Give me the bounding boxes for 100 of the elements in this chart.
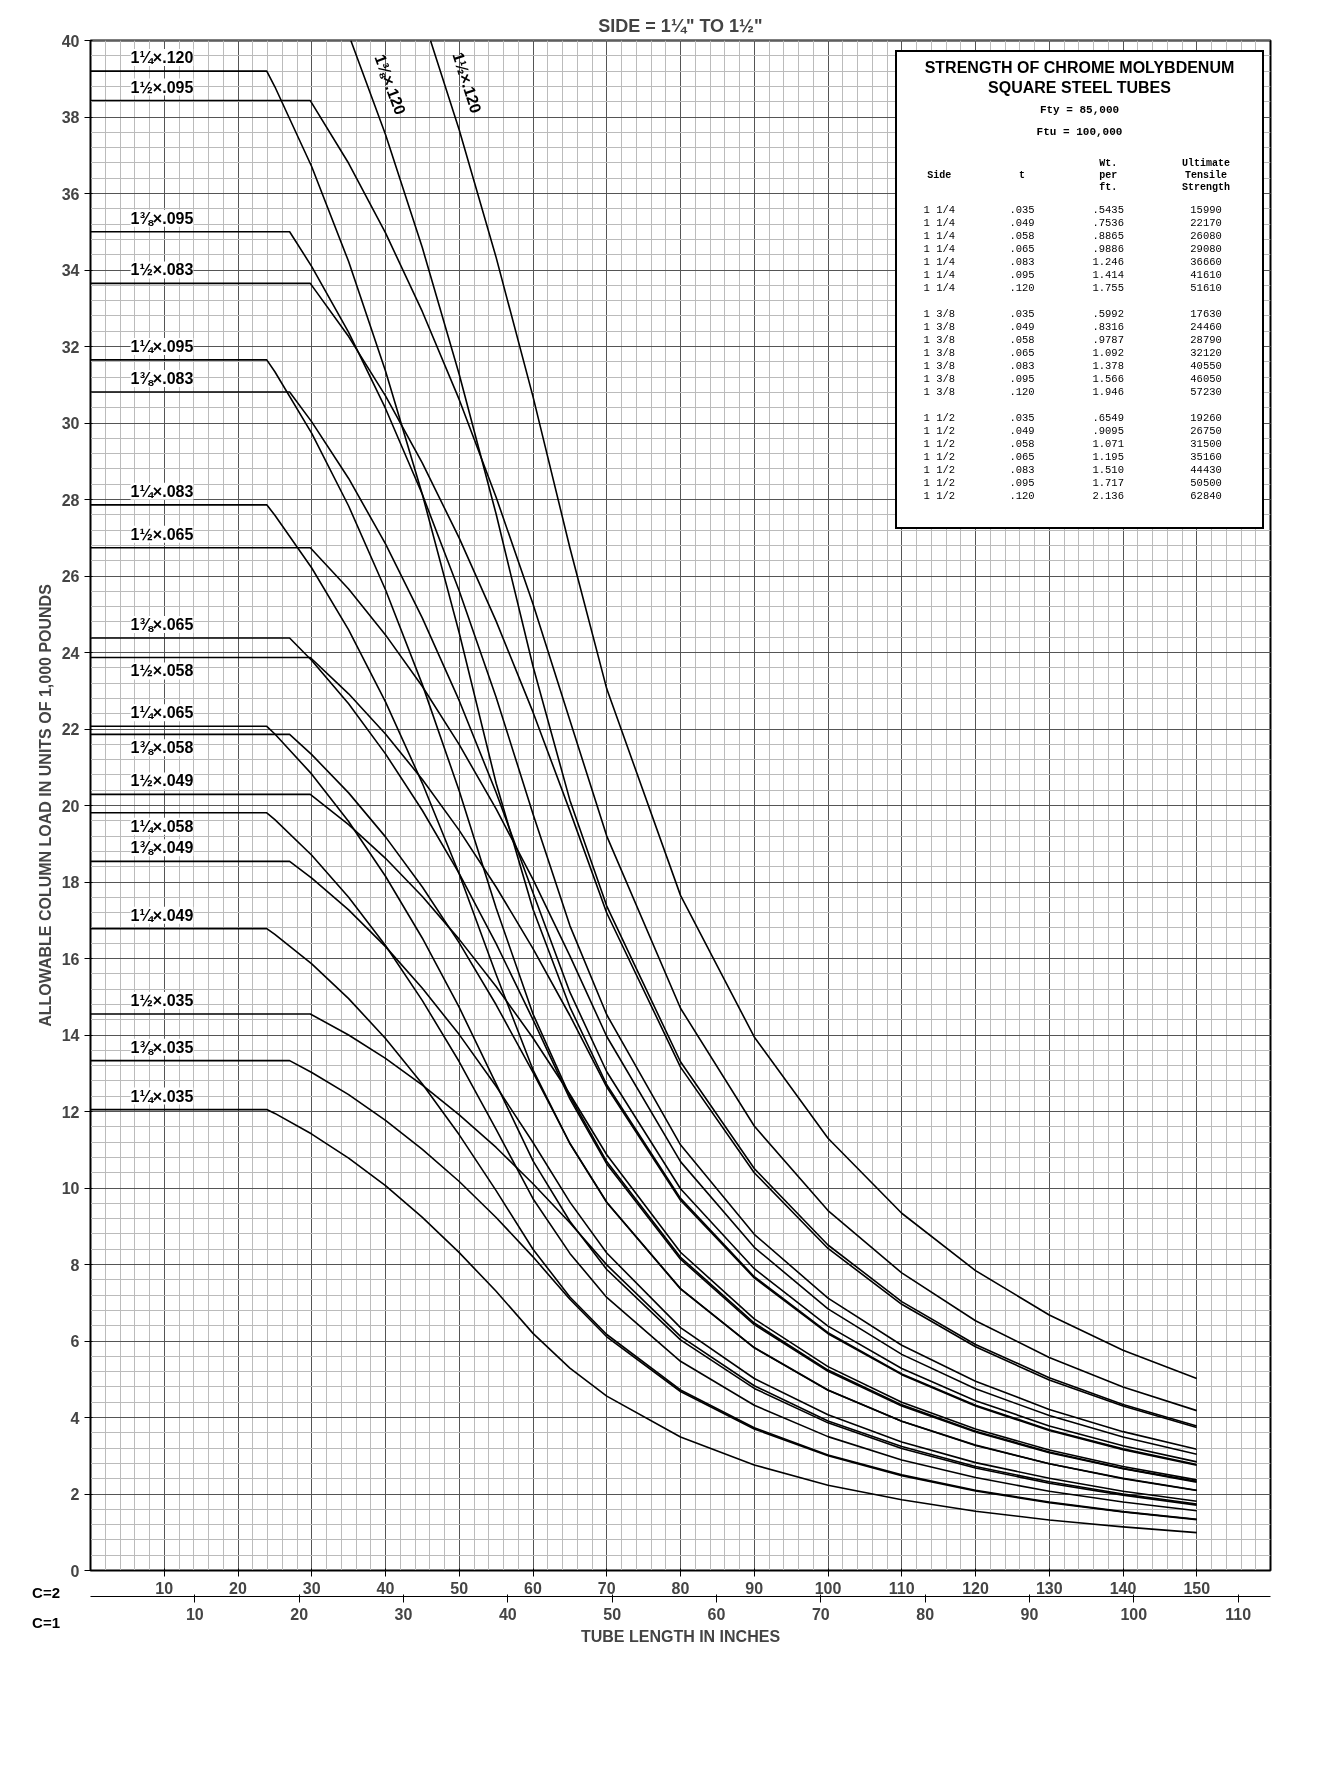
y-tick-label: 6	[70, 1333, 80, 1350]
text: 40550	[1190, 360, 1222, 372]
text: .8316	[1092, 321, 1124, 333]
text: 1 1/2	[923, 451, 956, 463]
x-axis-title: TUBE LENGTH IN INCHES	[580, 1627, 781, 1645]
text: .120	[1009, 282, 1035, 294]
x2-tick-label: 60	[707, 1605, 726, 1623]
y-tick-label: 26	[61, 568, 80, 585]
text: 1.946	[1092, 386, 1124, 398]
text: 19260	[1190, 412, 1222, 424]
text: .095	[1009, 269, 1035, 281]
text: C=2	[31, 1584, 60, 1601]
text: 1.717	[1092, 477, 1124, 489]
x2-tick-label: 70	[811, 1605, 830, 1623]
y-tick-label: 28	[61, 491, 80, 509]
text: 1.092	[1092, 347, 1124, 359]
text: 17630	[1190, 308, 1222, 320]
y-tick-label: 2	[70, 1486, 80, 1503]
y-tick-label: 0	[70, 1562, 80, 1580]
text: 1.378	[1092, 360, 1124, 372]
text: .120	[1009, 386, 1035, 398]
y-tick-label: 34	[61, 262, 80, 279]
text: .065	[1009, 243, 1035, 255]
x2-tick-label: 80	[916, 1605, 935, 1623]
series-label: 1¼×.120	[130, 49, 194, 67]
annotation: Fty = 85,000	[1038, 103, 1121, 118]
series-label: 1¼×.058	[130, 817, 194, 835]
text: 35160	[1190, 451, 1222, 463]
text: 1 1/2	[923, 477, 956, 489]
series-label: 1½×.095	[130, 78, 194, 96]
y-tick-label: 4	[70, 1409, 80, 1427]
text: 1 1/4	[923, 217, 956, 229]
chart-title: STRENGTH OF CHROME MOLYBDENUM SQUARE STEEL TUBES	[924, 59, 1235, 96]
text: 2.136	[1092, 490, 1124, 502]
text: 1 3/8	[923, 360, 956, 372]
text: 1 1/4	[923, 256, 956, 268]
category-label: t	[1018, 169, 1027, 183]
annotation: Ftu = 100,000	[1035, 125, 1124, 140]
text: 22170	[1190, 217, 1222, 229]
text: 31500	[1190, 438, 1222, 450]
text: 29080	[1190, 243, 1222, 255]
x2-tick-label: 20	[290, 1605, 309, 1623]
text: 50500	[1190, 477, 1222, 489]
y-tick-label: 32	[61, 338, 80, 356]
text: 1.246	[1092, 256, 1124, 268]
x-tick-label: 10	[155, 1579, 174, 1597]
x2-tick-label: 50	[603, 1605, 622, 1623]
x-tick-label: 30	[302, 1579, 321, 1597]
series-label: 1½×.049	[130, 772, 194, 790]
series-label: 1½×.083	[130, 261, 194, 279]
x-tick-label: 80	[671, 1579, 690, 1597]
text: 32120	[1190, 347, 1222, 359]
text: 1 1/4	[923, 230, 956, 242]
text: .9886	[1092, 243, 1124, 255]
series-label: 1⅜×.083	[130, 370, 194, 388]
y-tick-label: 38	[61, 109, 80, 126]
text: .049	[1009, 217, 1035, 229]
text: 1 1/2	[923, 464, 956, 476]
text: 46050	[1190, 373, 1222, 385]
series-label: 1⅜×.058	[130, 739, 194, 757]
text: 1.195	[1092, 451, 1124, 463]
text: 24460	[1190, 321, 1222, 333]
text: .095	[1009, 477, 1035, 489]
text: 1 1/4	[923, 204, 956, 216]
text: 1 3/8	[923, 334, 956, 346]
text: 57230	[1190, 386, 1222, 398]
text: 51610	[1190, 282, 1222, 294]
text: .049	[1009, 321, 1035, 333]
y-tick-label: 20	[61, 797, 80, 815]
y-tick-label: 16	[61, 950, 80, 968]
x2-tick-label: 30	[394, 1605, 413, 1623]
text: .065	[1009, 451, 1035, 463]
x2-tick-label: 110	[1225, 1605, 1252, 1623]
y-tick-label: 22	[61, 721, 80, 738]
series-label: 1⅜×.095	[130, 209, 194, 227]
category-label: Wt. per ft.	[1098, 157, 1119, 195]
text: .065	[1009, 347, 1035, 359]
series-label: 1¼×.065	[130, 704, 194, 722]
text: .120	[1009, 490, 1035, 502]
text: 1 1/4	[923, 282, 956, 294]
text: 1 1/4	[923, 269, 956, 281]
text: .095	[1009, 373, 1035, 385]
text: 1.510	[1092, 464, 1124, 476]
text: .9787	[1092, 334, 1124, 346]
text: 1.755	[1092, 282, 1124, 294]
text: .035	[1009, 412, 1035, 424]
x2-tick-label: 40	[498, 1605, 517, 1623]
category-label: Ultimate Tensile Strength	[1181, 157, 1232, 195]
text: 1.566	[1092, 373, 1124, 385]
chart-title: SIDE = 1¼" TO 1½"	[598, 15, 763, 36]
x-tick-label: 40	[376, 1579, 395, 1597]
text: 26750	[1190, 425, 1222, 437]
text: 1 3/8	[923, 347, 956, 359]
series-label: 1½×.065	[130, 525, 194, 543]
text: 1 1/2	[923, 438, 956, 450]
text: 1 3/8	[923, 308, 956, 320]
text: 44430	[1190, 464, 1222, 476]
y-tick-label: 24	[61, 644, 80, 662]
text: 1 3/8	[923, 386, 956, 398]
series-label: 1½×.035	[130, 991, 194, 1009]
